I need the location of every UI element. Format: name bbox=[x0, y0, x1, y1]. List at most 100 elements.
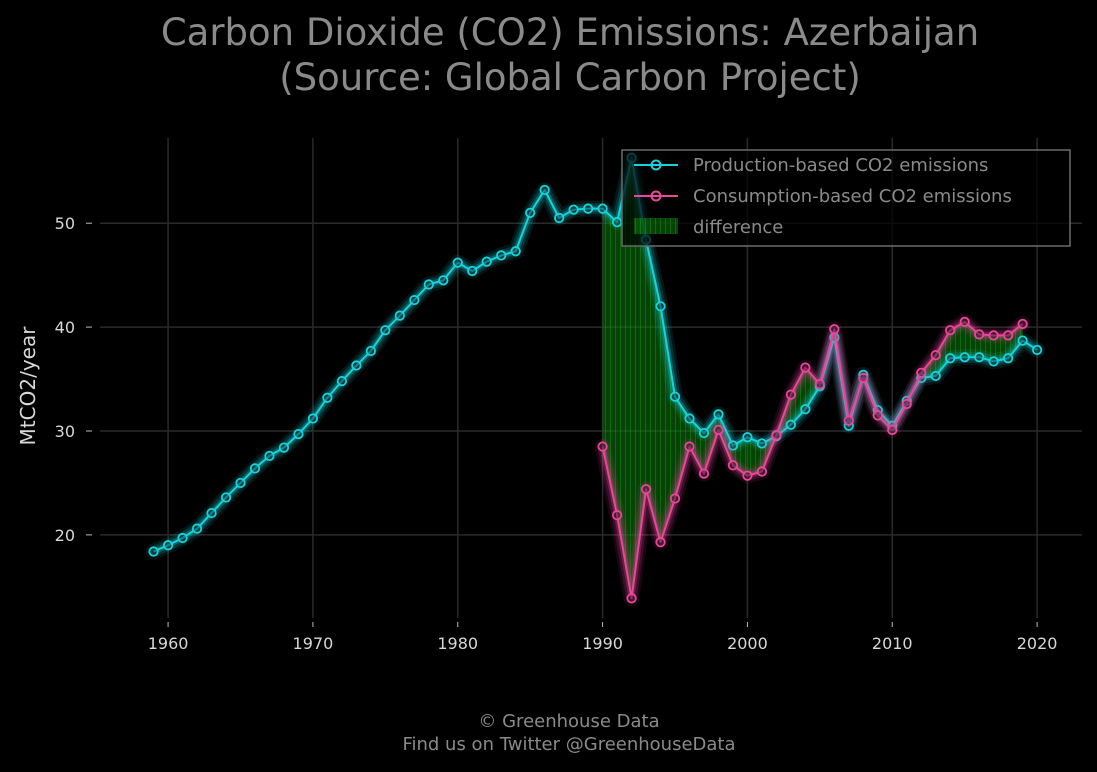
legend-production-label: Production-based CO2 emissions bbox=[693, 155, 988, 176]
production-point bbox=[974, 352, 985, 363]
consumption-point bbox=[930, 350, 941, 361]
production-point bbox=[365, 345, 376, 357]
legend: Production-based CO2 emissions Consumpti… bbox=[621, 149, 1071, 247]
y-tick-label: 50 bbox=[55, 214, 75, 233]
production-point bbox=[510, 246, 521, 257]
y-tick-label: 20 bbox=[55, 526, 75, 545]
production-point bbox=[583, 203, 594, 214]
x-tick-label: 1970 bbox=[293, 634, 334, 653]
production-point bbox=[409, 294, 420, 306]
consumption-point bbox=[626, 593, 637, 604]
consumption-point bbox=[771, 430, 782, 441]
production-point bbox=[496, 250, 507, 261]
production-point bbox=[264, 450, 275, 462]
footer-twitter: Find us on Twitter @GreenhouseData bbox=[402, 734, 736, 755]
production-point bbox=[307, 413, 319, 424]
x-tick-label: 2010 bbox=[872, 634, 913, 653]
consumption-point bbox=[959, 316, 970, 327]
production-point bbox=[568, 204, 579, 215]
legend-difference-label: difference bbox=[693, 217, 783, 238]
x-tick-label: 1990 bbox=[582, 634, 623, 653]
production-point bbox=[177, 532, 188, 544]
production-point bbox=[452, 257, 463, 268]
production-point bbox=[611, 217, 623, 228]
production-point bbox=[438, 275, 449, 286]
legend-consumption-label: Consumption-based CO2 emissions bbox=[693, 186, 1012, 207]
consumption-point bbox=[858, 372, 869, 384]
production-point bbox=[988, 356, 999, 367]
consumption-point bbox=[974, 329, 985, 340]
production-point bbox=[1032, 344, 1043, 356]
production-point bbox=[698, 427, 710, 439]
chart-title-line2: (Source: Global Carbon Project) bbox=[279, 56, 861, 99]
consumption-point bbox=[597, 441, 608, 452]
series-lines bbox=[145, 149, 1046, 607]
x-tick-label: 2020 bbox=[1017, 634, 1058, 653]
production-point bbox=[669, 391, 681, 402]
legend-consumption-marker bbox=[650, 190, 662, 202]
chart-title-line1: Carbon Dioxide (CO2) Emissions: Azerbaij… bbox=[160, 11, 980, 54]
consumption-point bbox=[1003, 330, 1014, 341]
production-point bbox=[249, 463, 261, 474]
production-point bbox=[525, 207, 536, 218]
production-point bbox=[684, 413, 695, 424]
consumption-point bbox=[756, 466, 768, 477]
production-point bbox=[481, 256, 492, 267]
consumption-point bbox=[698, 468, 710, 479]
legend-difference-swatch bbox=[634, 218, 678, 234]
consumption-point bbox=[901, 398, 912, 410]
x-tick-label: 2000 bbox=[727, 634, 768, 653]
production-point bbox=[220, 492, 232, 503]
production-point bbox=[959, 352, 970, 363]
production-point bbox=[1003, 353, 1014, 364]
production-point bbox=[278, 442, 290, 453]
consumption-point bbox=[727, 460, 739, 471]
consumption-point bbox=[611, 510, 623, 521]
consumption-point bbox=[872, 410, 883, 421]
production-point bbox=[206, 507, 217, 519]
footer-copyright: © Greenhouse Data bbox=[478, 711, 660, 732]
production-point bbox=[756, 438, 768, 449]
production-point bbox=[742, 432, 753, 443]
legend-production-marker bbox=[650, 159, 662, 171]
consumption-point bbox=[713, 424, 724, 436]
production-series bbox=[145, 149, 1046, 560]
consumption-point bbox=[829, 324, 840, 335]
production-point bbox=[930, 370, 941, 382]
difference-area bbox=[602, 157, 1023, 599]
axes: 1960 1970 1980 1990 2000 2010 202020304050MtCO… bbox=[16, 214, 1057, 653]
consumption-point bbox=[887, 424, 898, 436]
production-point bbox=[394, 310, 405, 321]
consumption-point bbox=[742, 470, 753, 481]
y-tick-label: 30 bbox=[55, 422, 75, 441]
production-point bbox=[336, 376, 347, 387]
x-tick-label: 1980 bbox=[437, 634, 478, 653]
difference-fill bbox=[602, 157, 1023, 599]
production-point bbox=[423, 279, 434, 290]
production-point bbox=[235, 477, 246, 489]
production-point bbox=[293, 429, 304, 440]
production-point bbox=[713, 409, 724, 420]
consumption-point bbox=[843, 415, 854, 426]
production-point bbox=[191, 523, 203, 534]
production-point bbox=[597, 203, 608, 214]
consumption-point bbox=[655, 537, 666, 548]
consumption-point bbox=[1017, 318, 1028, 330]
production-point bbox=[655, 301, 666, 312]
consumption-point bbox=[800, 362, 811, 373]
production-point bbox=[148, 546, 159, 557]
consumption-point bbox=[916, 367, 927, 378]
production-point bbox=[1017, 335, 1028, 346]
consumption-line bbox=[601, 320, 1024, 600]
consumption-point bbox=[988, 330, 999, 341]
production-point bbox=[539, 184, 550, 196]
production-point bbox=[322, 392, 333, 403]
production-point bbox=[467, 265, 478, 277]
production-point bbox=[945, 353, 956, 364]
consumption-series bbox=[594, 313, 1031, 607]
chart-title: Carbon Dioxide (CO2) Emissions: Azerbaij… bbox=[0, 10, 1097, 100]
production-point bbox=[380, 325, 391, 336]
production-point bbox=[727, 440, 739, 451]
production-point bbox=[162, 540, 174, 551]
